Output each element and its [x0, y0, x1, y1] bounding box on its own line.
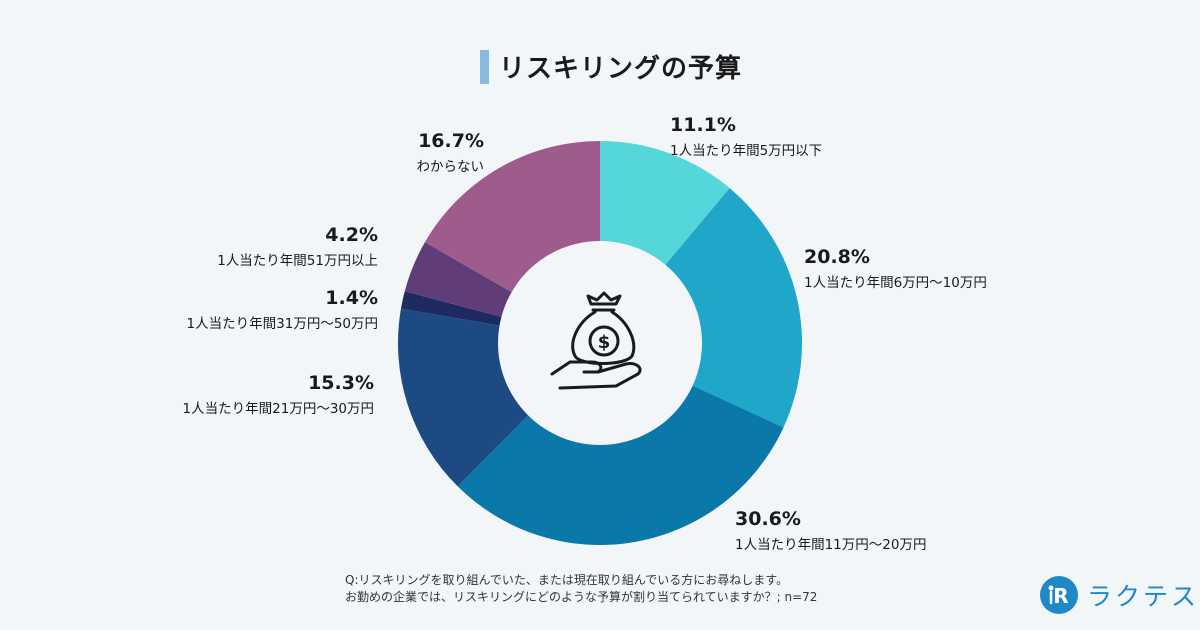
slice-1-category: 1人当たり年間6万円〜10万円	[804, 275, 987, 291]
slice-6-percent: 16.7%	[418, 130, 484, 152]
slice-6-category: わからない	[416, 159, 485, 175]
slice-3-category: 1人当たり年間21万円〜30万円	[182, 401, 374, 417]
slice-4-percent: 1.4%	[325, 287, 378, 309]
label-slice-6: 16.7% わからない	[417, 130, 485, 175]
logo-mark-icon: R	[1040, 576, 1078, 614]
brand-logo: R ラクテス	[1040, 576, 1199, 614]
slice-0-category: 1人当たり年間5万円以下	[670, 143, 823, 159]
slice-2-category: 1人当たり年間11万円〜20万円	[735, 537, 927, 553]
label-slice-5: 4.2% 1人当たり年間51万円以上	[217, 224, 378, 269]
slice-0-percent: 11.1%	[670, 114, 736, 136]
label-slice-4: 1.4% 1人当たり年間31万円〜50万円	[187, 287, 378, 332]
label-slice-2: 30.6% 1人当たり年間11万円〜20万円	[735, 508, 926, 553]
chart-title: リスキリングの予算	[499, 54, 743, 84]
title-accent-bar	[480, 49, 489, 84]
chart-title-wrap: リスキリングの予算	[480, 48, 742, 85]
slice-2-percent: 30.6%	[735, 508, 801, 530]
money-bag-hand-icon	[550, 291, 642, 390]
slice-3-percent: 15.3%	[308, 372, 374, 394]
survey-note-line2: お勤めの企業では、リスキリングにどのような予算が割り当てられていますか？; n=…	[345, 590, 818, 604]
survey-note-line1: Q:リスキリングを取り組んでいた、または現在取り組んでいる方にお尋ねします。	[345, 573, 789, 587]
survey-note: Q:リスキリングを取り組んでいた、または現在取り組んでいる方にお尋ねします。 お…	[345, 572, 817, 606]
label-slice-0: 11.1% 1人当たり年間5万円以下	[670, 114, 822, 159]
logo-mark-letter: R	[1053, 584, 1068, 608]
dollar-sign-icon: $	[598, 332, 611, 353]
label-slice-1: 20.8% 1人当たり年間6万円〜10万円	[804, 246, 987, 291]
slice-5-category: 1人当たり年間51万円以上	[217, 253, 378, 269]
slice-5-percent: 4.2%	[325, 224, 378, 246]
pie-slice-2	[457, 343, 784, 545]
logo-text: ラクテス	[1087, 582, 1200, 611]
pie-slice-1	[600, 188, 802, 428]
slice-1-percent: 20.8%	[804, 246, 870, 268]
donut-hole	[498, 241, 702, 445]
slice-4-category: 1人当たり年間31万円〜50万円	[186, 316, 378, 332]
label-slice-3: 15.3% 1人当たり年間21万円〜30万円	[183, 372, 374, 417]
